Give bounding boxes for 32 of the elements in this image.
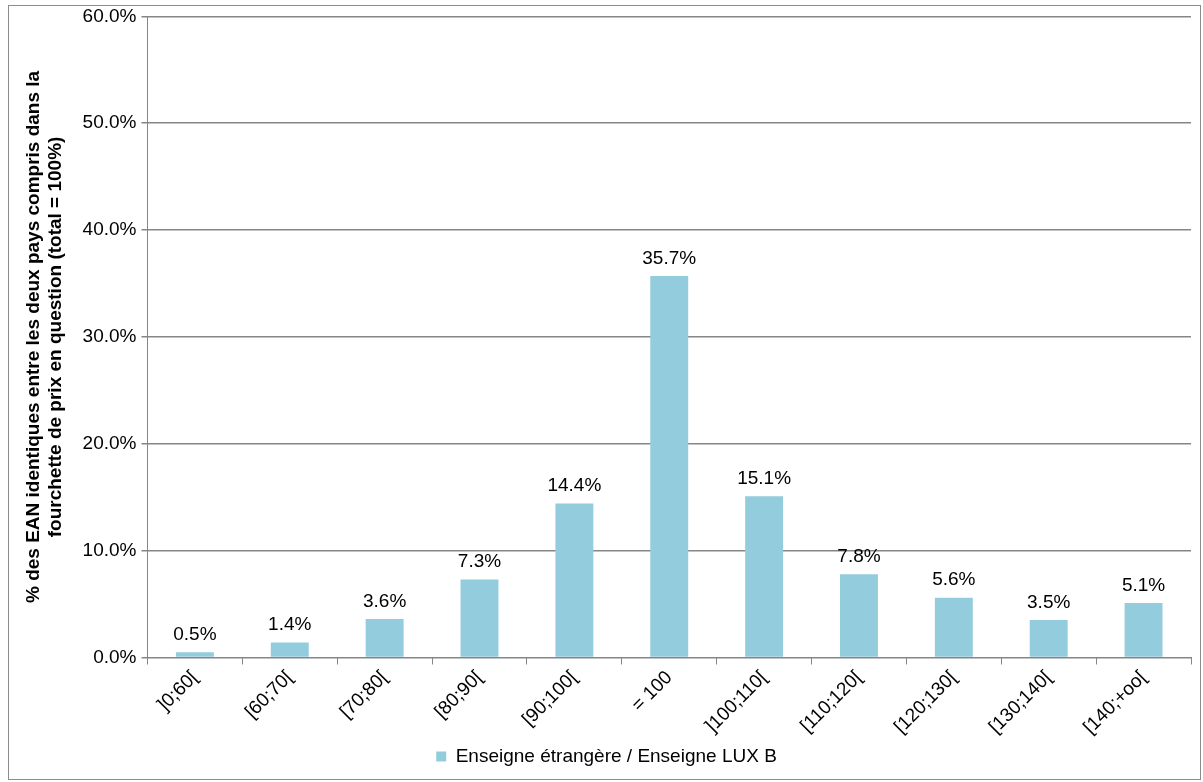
data-label: 3.5%: [1027, 590, 1071, 612]
y-axis-title: % des EAN identiques entre les deux pays compris dans la fourchette de prix en question (total = 100%): [21, 70, 66, 604]
bar: [175, 652, 214, 657]
y-tick-label: 30.0%: [82, 325, 137, 347]
bar: [840, 574, 878, 657]
y-tick-label: 60.0%: [82, 4, 137, 26]
bar: [365, 619, 404, 657]
data-label: 5.6%: [932, 568, 976, 590]
legend-label: Enseigne étrangère / Enseigne LUX B: [455, 744, 777, 766]
x-tick-label: = 100: [626, 666, 676, 716]
data-label: 35.7%: [642, 246, 697, 268]
bar: [555, 503, 594, 657]
data-label: 7.3%: [457, 550, 502, 572]
bar: [460, 579, 499, 657]
y-tick-label: 50.0%: [82, 111, 137, 133]
data-label: 14.4%: [547, 474, 602, 496]
bar: [745, 496, 784, 657]
y-tick-label: 40.0%: [82, 218, 137, 240]
data-label: 15.1%: [737, 466, 792, 488]
y-tick-label: 20.0%: [82, 432, 137, 454]
data-label: 7.8%: [837, 544, 881, 566]
y-tick-label: 10.0%: [82, 538, 137, 560]
y-tick-label: 0.0%: [93, 645, 137, 667]
data-label: 1.4%: [268, 613, 312, 635]
bar: [270, 642, 309, 657]
data-label: 5.1%: [1121, 573, 1166, 595]
bar: [1029, 620, 1068, 657]
data-label: 0.5%: [173, 622, 217, 644]
bar: [650, 276, 689, 657]
bar: [1124, 602, 1163, 657]
data-label: 3.6%: [362, 589, 407, 611]
bar: [934, 597, 973, 657]
